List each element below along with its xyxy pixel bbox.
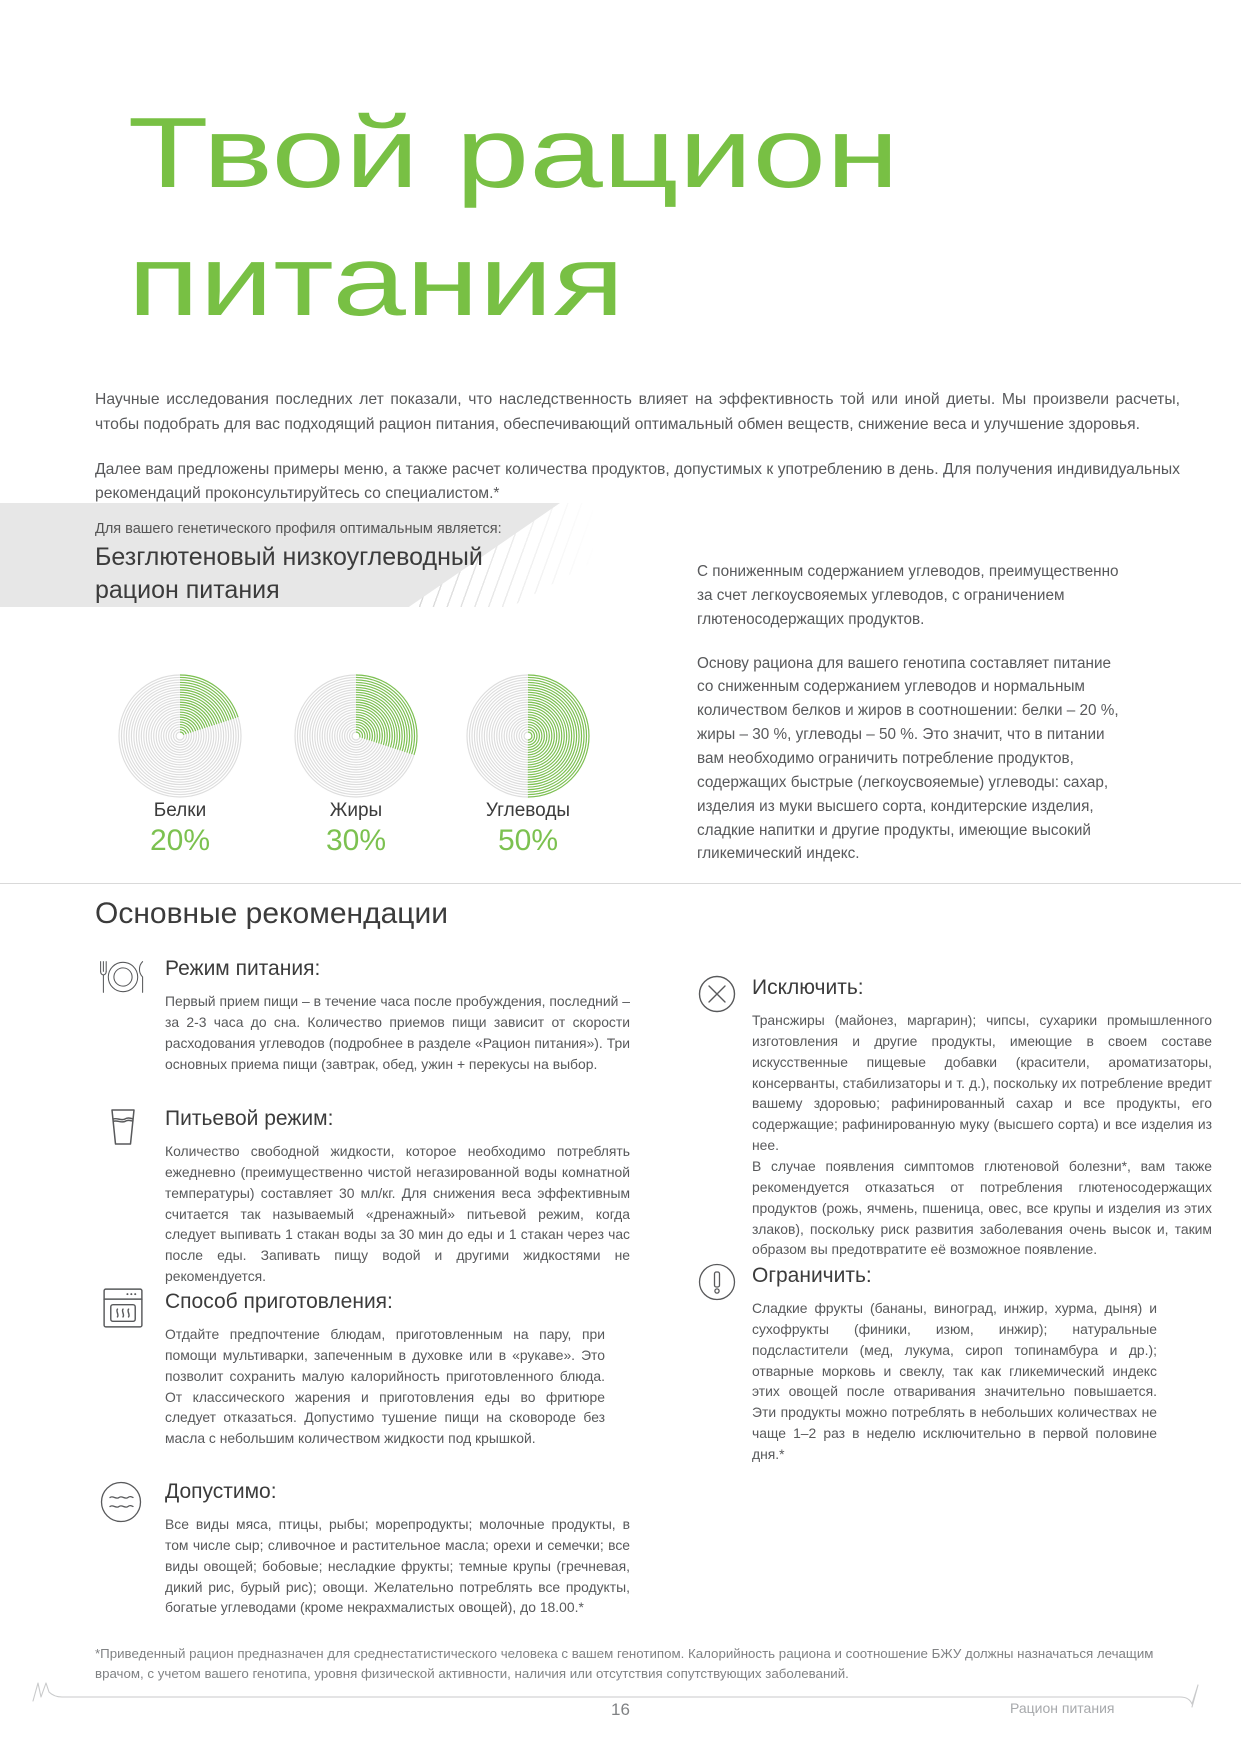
svg-text:Твой рацион: Твой рацион [128,97,899,209]
svg-text:питания: питания [128,225,625,337]
